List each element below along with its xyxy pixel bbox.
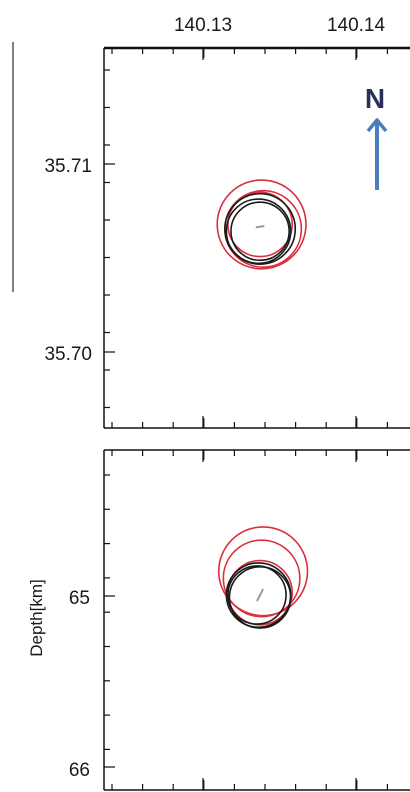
depth-tick-label-66: 66 [69,760,90,781]
map-view-ticks [104,48,388,428]
y-tick-label-35-70: 35.70 [44,344,92,365]
x-tick-label-2: 140.14 [327,15,386,36]
depth-section-hypocenter-mark [256,588,264,602]
error-circle [225,198,292,265]
error-circle [227,191,293,258]
error-circle [216,179,307,270]
north-arrow-icon [366,118,388,190]
depth-section-error-circles [217,526,309,629]
depth-axis-title: Depth[km] [27,579,46,656]
error-circle [227,565,287,625]
depth-section-ticks [104,450,388,790]
error-circle [217,526,309,617]
error-circle [230,201,290,262]
error-circle [222,539,301,618]
depth-section-panel: 65 66 Depth[km] [27,449,410,791]
error-circle [228,566,292,629]
y-tick-label-35-71: 35.71 [44,156,92,177]
error-circle [224,192,297,265]
x-tick-label-1: 140.13 [174,15,232,36]
map-view-panel: 140.13 140.14 35.71 35.70 N [44,15,410,429]
map-view-error-circles [216,179,307,270]
depth-tick-label-65: 65 [69,588,90,609]
map-view-hypocenter-mark [255,225,265,229]
north-label: N [365,83,385,114]
